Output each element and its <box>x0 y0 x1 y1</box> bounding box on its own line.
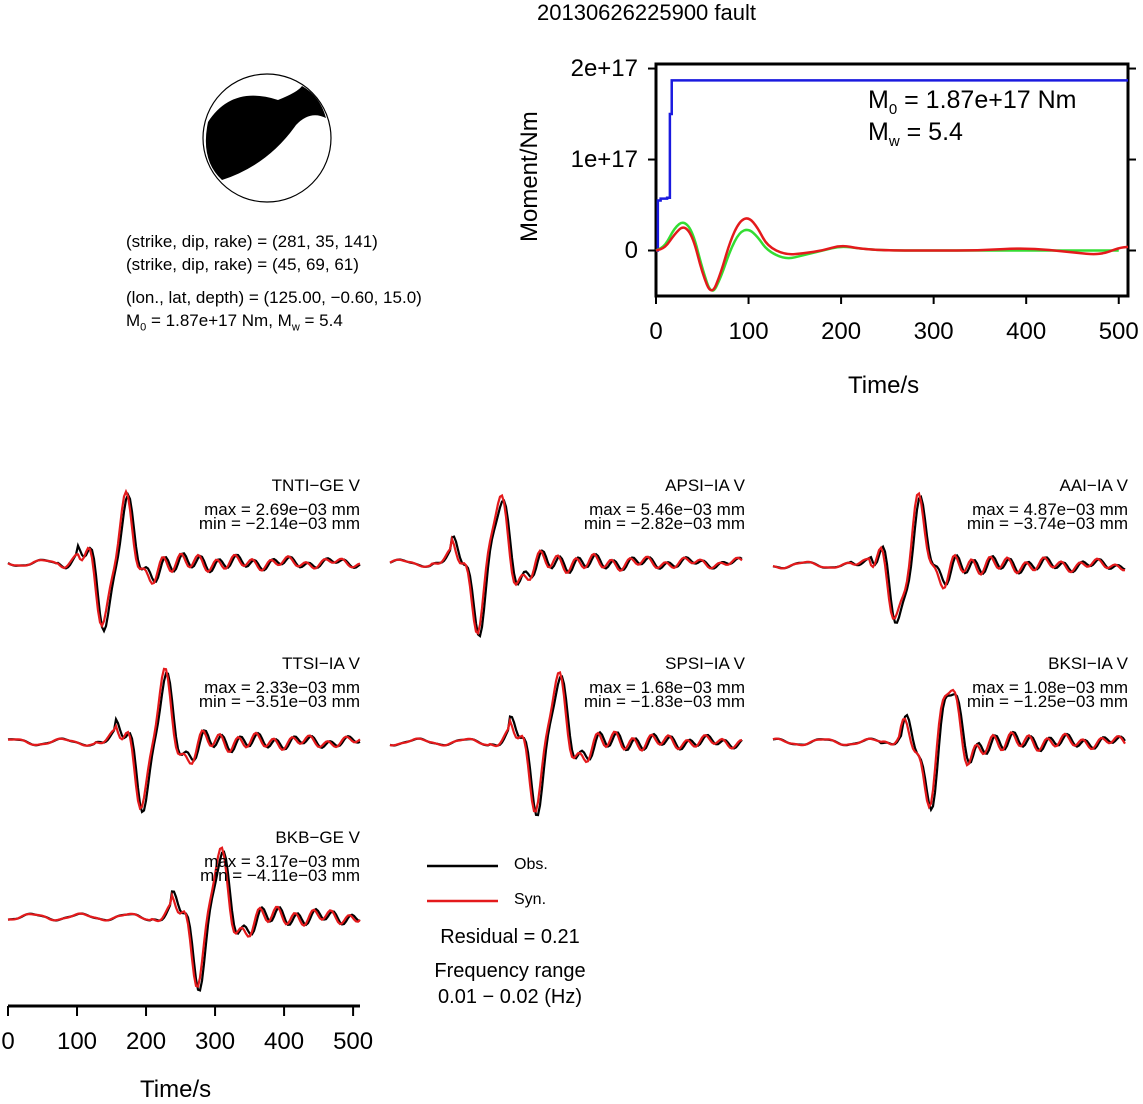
bottom-xtick-label: 500 <box>333 1028 374 1055</box>
station-name: SPSI−IA V <box>665 654 745 673</box>
bottom-xtick-label: 200 <box>126 1028 167 1055</box>
waveform-panel <box>7 488 361 634</box>
bottom-xlabel: Time/s <box>140 1076 212 1103</box>
moment-xtick-label: 300 <box>913 318 954 345</box>
moment-ylabel: Moment/Nm <box>516 111 543 242</box>
station-name: BKB−GE V <box>275 828 360 847</box>
station-max: max = 3.17e−03 mm <box>204 852 360 871</box>
waveform-panel <box>389 493 743 638</box>
observed-trace <box>772 692 1126 813</box>
station-min: min = −1.83e−03 mm <box>583 692 745 711</box>
bottom-xtick-label: 100 <box>56 1028 98 1055</box>
moment-panel <box>648 62 1136 304</box>
station-max: max = 5.46e−03 mm <box>589 500 745 519</box>
moment-mw-label: Mw = 5.4 <box>868 118 963 150</box>
nodal-plane-2: (strike, dip, rake) = (45, 69, 61) <box>126 255 359 274</box>
moment-xtick-label: 500 <box>1098 318 1139 345</box>
moment-ytick-label: 2e+17 <box>570 54 638 82</box>
syn-stf-curve <box>655 217 1129 292</box>
moment-ticks <box>648 67 1136 304</box>
synthetic-trace <box>7 667 361 811</box>
synthetic-trace <box>772 688 1126 810</box>
moment-xlabel: Time/s <box>848 372 920 399</box>
frequency-label: Frequency range <box>434 960 586 982</box>
synthetic-trace <box>772 491 1126 620</box>
frequency-value: 0.01 − 0.02 (Hz) <box>438 986 582 1008</box>
waveform-panel <box>7 846 361 992</box>
bottom-xtick-label: 400 <box>264 1028 305 1055</box>
moment-xtick-label: 200 <box>821 318 862 345</box>
time-axis-bottom <box>7 1004 360 1016</box>
waveform-panel <box>772 491 1126 624</box>
station-min: min = −4.11e−03 mm <box>200 866 360 885</box>
waveform-panels <box>7 488 1126 992</box>
station-max: max = 2.69e−03 mm <box>204 500 360 519</box>
station-min: min = −3.51e−03 mm <box>198 692 360 711</box>
moment-xtick-label: 100 <box>728 318 769 345</box>
station-name: AAI−IA V <box>1059 476 1128 495</box>
beachball <box>202 73 332 203</box>
station-min: min = −3.74e−03 mm <box>966 514 1128 533</box>
compressional-quadrant <box>205 86 326 180</box>
moment-curve <box>656 79 1128 252</box>
moment-text: M0 = 1.87e+17 Nm, Mw = 5.4 <box>126 311 343 334</box>
station-max: max = 1.08e−03 mm <box>972 678 1128 697</box>
station-name: TNTI−GE V <box>271 476 360 495</box>
synthetic-trace <box>389 493 743 636</box>
location-text: (lon., lat, depth) = (125.00, −0.60, 15.… <box>126 288 422 307</box>
waveform-panel <box>7 667 361 814</box>
moment-ytick-label: 1e+17 <box>570 145 638 173</box>
bottom-xtick-label: 0 <box>1 1028 15 1055</box>
moment-xtick-label: 400 <box>1006 318 1047 345</box>
waveform-panel <box>772 688 1126 813</box>
moment-ytick-label: 0 <box>624 236 638 264</box>
station-name: TTSI−IA V <box>282 654 360 673</box>
moment-xtick-label: 0 <box>649 318 663 345</box>
station-min: min = −2.14e−03 mm <box>198 514 360 533</box>
bottom-xtick-label: 300 <box>195 1028 236 1055</box>
synthetic-trace <box>7 488 361 629</box>
station-min: min = −2.82e−03 mm <box>583 514 745 533</box>
station-name: BKSI−IA V <box>1048 654 1128 673</box>
station-max: max = 4.87e−03 mm <box>972 500 1128 519</box>
figure-title: 20130626225900 fault <box>537 0 756 25</box>
legend-syn-label: Syn. <box>514 891 547 908</box>
moment-m0-label: M0 = 1.87e+17 Nm <box>868 86 1077 118</box>
synthetic-trace <box>8 846 361 988</box>
station-name: APSI−IA V <box>665 476 745 495</box>
legend-obs-label: Obs. <box>514 856 548 873</box>
moment-series <box>655 79 1129 292</box>
waveform-panel <box>389 671 743 817</box>
station-max: max = 2.33e−03 mm <box>204 678 360 697</box>
synthetic-trace <box>389 671 743 813</box>
nodal-plane-1: (strike, dip, rake) = (281, 35, 141) <box>126 232 378 251</box>
residual-text: Residual = 0.21 <box>440 926 580 948</box>
station-min: min = −1.25e−03 mm <box>966 692 1128 711</box>
station-max: max = 1.68e−03 mm <box>589 678 745 697</box>
